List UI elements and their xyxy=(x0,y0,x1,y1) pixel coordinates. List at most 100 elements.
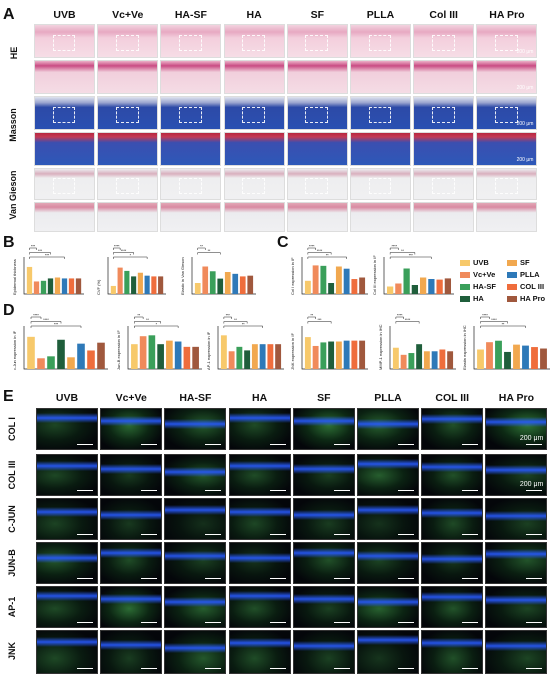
histology-tile xyxy=(476,168,538,200)
histology-tile: 200 μm xyxy=(476,96,538,130)
chart-svg: ********** xyxy=(473,314,550,370)
significance-label: **** xyxy=(121,249,127,253)
bar-HA-SF xyxy=(320,265,327,294)
significance-label: ** xyxy=(234,318,237,322)
scale-bar xyxy=(398,667,414,669)
green-signal xyxy=(101,631,162,673)
if-column-header-5: PLLA xyxy=(374,392,402,404)
bar-SF xyxy=(251,344,258,369)
panel-label-d: D xyxy=(3,302,15,319)
dapi-nuclei-band xyxy=(165,418,226,429)
bar-SF xyxy=(67,357,75,369)
significance-bracket xyxy=(307,256,347,259)
significance-label: *** xyxy=(45,254,50,258)
bar-HA Pro xyxy=(158,276,164,294)
chart-ylabel: Jun-B expression in IF xyxy=(116,330,121,370)
bar-HA-SF xyxy=(236,346,243,369)
histology-tile xyxy=(286,168,348,200)
green-signal xyxy=(422,499,483,539)
bar-Col III xyxy=(183,346,191,369)
significance-bracket xyxy=(395,316,404,319)
bar-HA-SF xyxy=(124,270,130,294)
bar-HA-SF xyxy=(495,340,502,369)
dapi-nuclei-band xyxy=(37,553,97,563)
bar-Vc+Ve xyxy=(228,351,235,369)
panel-label-a: A xyxy=(3,6,15,23)
dapi-nuclei-band xyxy=(422,507,483,518)
if-tile xyxy=(292,498,355,540)
scale-bar xyxy=(462,621,479,623)
chart-3: Col I expression in IF **** **** ** xyxy=(290,245,372,305)
dapi-nuclei-band xyxy=(486,548,547,559)
column-header-6: Col III xyxy=(429,9,458,21)
legend-item: HA-SF xyxy=(460,282,505,291)
chart-10: Elastin expression in IHC **** **** ** xyxy=(462,314,554,380)
dapi-nuclei-band xyxy=(37,591,97,601)
bar-HA Pro xyxy=(540,348,547,369)
chart-svg: ********** xyxy=(301,245,368,295)
dapi-nuclei-band xyxy=(229,553,290,564)
significance-label: **** xyxy=(405,318,411,322)
scale-bar xyxy=(77,577,93,579)
significance-label: ** xyxy=(326,254,329,258)
chart-svg: ***** xyxy=(127,314,202,370)
scale-bar xyxy=(269,443,286,445)
chart-svg: ** ** xyxy=(191,245,256,295)
zoom-region-box xyxy=(431,34,455,51)
chart-ylabel: Col III expression in IF xyxy=(372,255,377,295)
dapi-nuclei-band xyxy=(358,597,418,607)
significance-bracket xyxy=(389,247,399,250)
chart-axis xyxy=(127,326,202,370)
green-signal xyxy=(229,499,290,539)
if-tile xyxy=(292,630,355,674)
scale-bar xyxy=(77,621,93,623)
if-tile xyxy=(164,586,227,628)
scale-bar xyxy=(398,621,414,623)
bar-HA Pro xyxy=(97,342,105,369)
significance-label: * xyxy=(156,323,158,327)
bar-Col III xyxy=(87,350,95,369)
dapi-nuclei-band xyxy=(229,461,290,472)
if-tile xyxy=(292,408,355,450)
dapi-nuclei-band xyxy=(229,413,290,424)
dapi-nuclei-band xyxy=(37,413,97,423)
bar-Col III xyxy=(239,276,246,294)
bar-Vc+Ve xyxy=(312,265,319,294)
zoom-region-box xyxy=(52,106,76,123)
bar-Vc+Ve xyxy=(486,342,493,369)
zoom-region-box xyxy=(305,34,329,51)
if-tile xyxy=(421,498,484,540)
histology-tile xyxy=(160,202,222,232)
bar-Vc+Ve xyxy=(395,283,402,294)
if-tile xyxy=(100,408,163,450)
dapi-nuclei-band xyxy=(358,635,418,646)
significance-bracket xyxy=(113,256,148,259)
scale-bar xyxy=(141,443,158,445)
bar-HA Pro xyxy=(447,351,454,369)
bar-Col III xyxy=(439,349,446,369)
significance-bracket xyxy=(29,256,65,259)
if-row-label: COL III xyxy=(7,460,17,490)
dapi-nuclei-band xyxy=(422,638,483,649)
scale-bar xyxy=(333,533,350,535)
bar-HA xyxy=(131,276,137,294)
if-tile xyxy=(164,454,227,496)
significance-label: *** xyxy=(31,245,36,249)
if-tile xyxy=(292,586,355,628)
column-header-0: UVB xyxy=(53,9,76,21)
zoom-region-box xyxy=(115,178,139,194)
bar-HA Pro xyxy=(192,346,199,369)
bar-UVB xyxy=(131,344,138,369)
bar-PLLA xyxy=(144,275,150,294)
histology-tile xyxy=(223,132,285,166)
histology-tile xyxy=(34,132,95,166)
dapi-nuclei-band xyxy=(422,591,483,602)
green-signal xyxy=(293,587,354,627)
if-tile xyxy=(164,498,227,540)
green-signal xyxy=(37,499,97,539)
scale-bar xyxy=(269,489,286,491)
zoom-region-box xyxy=(242,34,265,51)
zoom-region-box xyxy=(368,34,392,51)
significance-label: **** xyxy=(114,245,120,249)
significance-bracket xyxy=(113,252,134,255)
